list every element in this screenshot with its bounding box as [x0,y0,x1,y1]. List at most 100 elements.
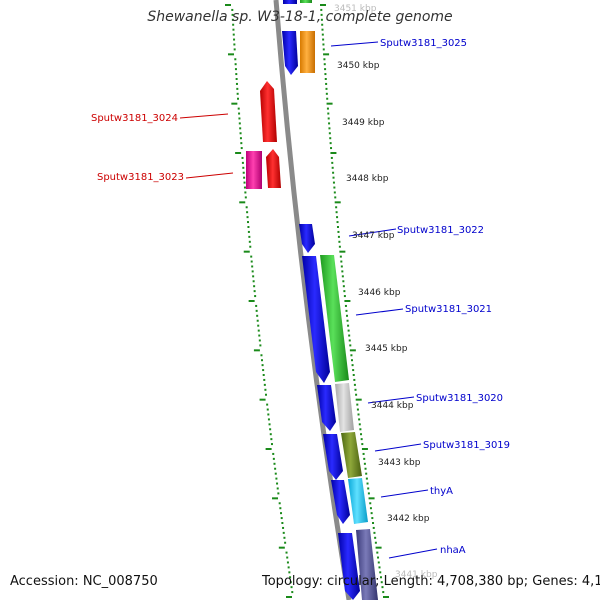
minor-tick-mark [382,591,385,594]
minor-tick-mark [327,117,330,120]
gene-sputw3181-3019-cog [341,432,362,478]
minor-tick-mark [337,235,340,238]
minor-tick-mark [328,127,331,130]
minor-tick-mark [335,211,338,214]
minor-tick-mark [239,137,242,140]
minor-tick-mark [288,571,291,574]
topology-text: Topology: circular; Length: 4,708,380 bp… [262,574,600,589]
minor-tick-mark [282,531,285,534]
minor-tick-mark [247,230,250,233]
minor-tick-mark [245,206,248,209]
gene-label-sputw3181-3022: Sputw3181_3022 [397,225,484,236]
minor-tick-mark [238,122,241,125]
minor-tick-mark [332,176,335,179]
minor-tick-mark [353,378,356,381]
minor-tick-mark [345,309,348,312]
kbp-label: 3446 kbp [358,288,401,298]
minor-tick-mark [340,265,343,268]
minor-tick-mark [366,482,369,485]
minor-tick-mark [255,304,258,307]
minor-tick-mark [268,423,271,426]
leader-thyA [380,489,429,498]
major-tick-mark [248,300,255,302]
minor-tick-mark [247,226,250,228]
minor-tick-mark [377,561,380,564]
minor-tick-mark [322,38,325,41]
gene-sputw3181-3023-cog [246,151,262,189]
major-tick-mark [225,4,231,6]
minor-tick-mark [260,354,263,357]
minor-tick-mark [285,551,288,554]
major-tick-mark [320,4,326,6]
minor-tick-mark [259,344,262,347]
minor-tick-mark [275,477,278,480]
minor-tick-mark [355,393,358,396]
minor-tick-mark [327,112,330,115]
major-tick-mark [253,349,260,352]
major-tick-mark [334,201,341,204]
minor-tick-mark [242,171,245,174]
minor-tick-mark [361,443,364,446]
minor-tick-mark [251,265,254,268]
kbp-label: 3450 kbp [337,61,380,71]
gene-sputw3181-3020-cds [317,385,336,431]
minor-tick-mark [342,280,345,283]
minor-tick-mark [351,364,354,367]
minor-tick-mark [372,526,375,529]
minor-tick-mark [371,517,374,520]
major-tick-mark [355,398,362,401]
kbp-label: 3447 kbp [352,231,395,241]
gene-thyA-cog [348,478,368,524]
minor-tick-mark [365,472,368,475]
major-tick-mark [235,152,242,154]
minor-tick-mark [243,176,246,179]
minor-tick-mark [248,235,251,238]
minor-tick-mark [266,408,269,411]
minor-tick-mark [274,472,277,475]
minor-tick-mark [251,270,254,273]
gene-label-sputw3181-3023: Sputw3181_3023 [97,172,184,183]
minor-tick-mark [367,492,370,495]
minor-tick-mark [369,502,372,505]
minor-tick-mark [373,531,376,534]
minor-tick-mark [359,428,362,431]
minor-tick-mark [248,240,251,243]
leader-nhaA [388,548,438,559]
leader-sputw3181-3021 [355,308,404,316]
leader-sputw3181-3024 [179,113,229,119]
minor-tick-mark [337,230,340,233]
minor-tick-mark [320,18,323,21]
minor-tick-mark [272,452,275,455]
gene-sputw3181-3020-cog [335,383,354,432]
kbp-label: 3442 kbp [387,514,430,524]
major-tick-mark [368,497,375,500]
minor-tick-mark [250,255,253,258]
minor-tick-mark [290,586,293,589]
minor-tick-mark [321,28,324,31]
gene-partial-top-green [300,0,312,3]
minor-tick-mark [379,576,382,579]
minor-tick-mark [246,221,249,224]
minor-tick-mark [358,418,361,421]
minor-tick-mark [376,551,379,554]
minor-tick-mark [323,58,326,61]
tick-ring-inner [225,4,294,598]
minor-tick-mark [343,295,346,298]
major-tick-mark [259,398,266,401]
minor-tick-mark [326,97,329,100]
minor-tick-mark [372,522,375,524]
major-tick-mark [326,102,333,105]
major-tick-mark [286,596,292,598]
minor-tick-mark [347,324,350,327]
minor-tick-mark [330,147,333,150]
minor-tick-mark [257,329,260,332]
minor-tick-mark [262,374,265,376]
minor-tick-mark [326,107,329,110]
minor-tick-mark [243,186,246,189]
minor-tick-mark [325,92,328,95]
minor-tick-mark [353,383,356,386]
minor-tick-mark [276,482,279,485]
minor-tick-mark [336,216,339,219]
gene-label-sputw3181-3021: Sputw3181_3021 [405,304,492,315]
minor-tick-mark [381,586,384,589]
